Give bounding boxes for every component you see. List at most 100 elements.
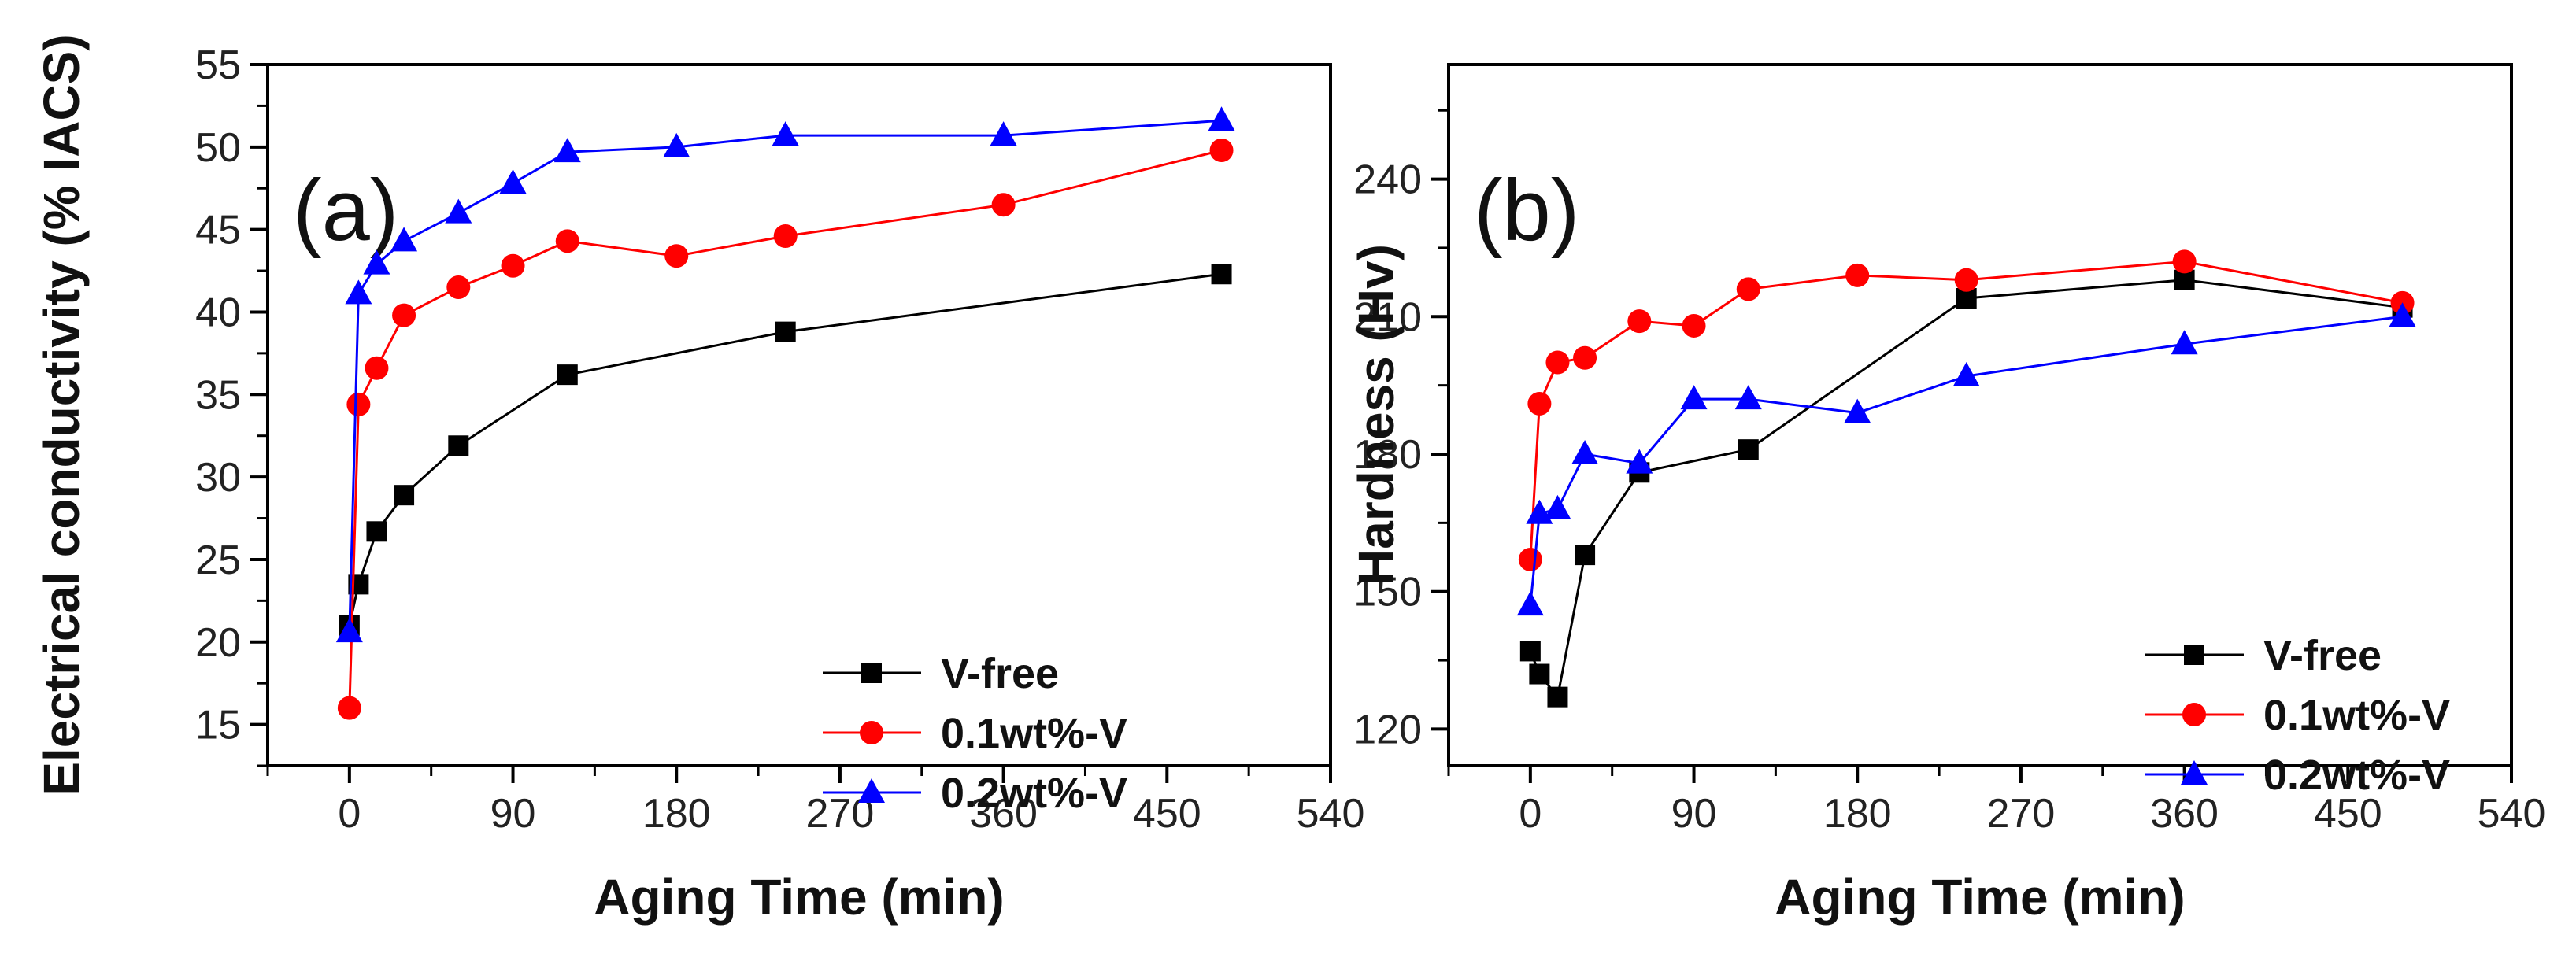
plot-frame-b bbox=[1447, 63, 2513, 767]
legend-marker-a-2 bbox=[858, 778, 885, 803]
y-tick-label-a: 50 bbox=[195, 125, 241, 171]
legend-marker-b-2 bbox=[2181, 760, 2208, 785]
data-point-b-0 bbox=[1575, 545, 1596, 566]
data-point-a-2 bbox=[445, 198, 472, 224]
x-tick-label-a: 0 bbox=[338, 791, 361, 837]
data-point-a-2 bbox=[390, 227, 418, 252]
y-axis-title-b: Hardness (Hv) bbox=[1348, 244, 1405, 586]
data-point-a-1 bbox=[446, 275, 471, 300]
series-b-1 bbox=[1518, 249, 2415, 571]
data-point-b-2 bbox=[1516, 591, 1544, 616]
data-point-b-2 bbox=[2389, 302, 2416, 327]
data-point-a-0 bbox=[394, 485, 415, 506]
data-point-a-0 bbox=[557, 364, 578, 386]
series-layer-b bbox=[1516, 249, 2416, 708]
y-tick-label-b: 210 bbox=[1353, 294, 1422, 340]
data-point-a-2 bbox=[363, 249, 390, 275]
data-point-b-2 bbox=[1571, 440, 1599, 464]
y-tick-label-b: 180 bbox=[1353, 432, 1422, 478]
x-tick-label-b: 360 bbox=[2150, 791, 2219, 837]
y-tick-label-a: 55 bbox=[195, 42, 241, 88]
data-point-a-1 bbox=[555, 229, 579, 253]
series-a-0 bbox=[339, 264, 1232, 636]
data-point-b-2 bbox=[1734, 385, 1762, 410]
legend-label-a-0: V-free bbox=[941, 650, 1059, 697]
x-tick-label-b: 540 bbox=[2478, 791, 2546, 837]
data-point-a-1 bbox=[773, 224, 798, 249]
y-tick-label-a: 30 bbox=[195, 455, 241, 501]
x-tick-label-a: 360 bbox=[969, 791, 1038, 837]
legend-label-b-0: V-free bbox=[2263, 632, 2382, 679]
data-point-a-0 bbox=[775, 321, 796, 342]
data-point-a-1 bbox=[337, 696, 361, 720]
data-point-b-1 bbox=[2172, 249, 2197, 274]
legend-label-b-2: 0.2wt%-V bbox=[2263, 752, 2450, 799]
panel-label-b: (b) bbox=[1474, 162, 1579, 259]
legend-a: V-free 0.1wt%-V 0.2wt%-V bbox=[823, 650, 1127, 817]
panel-a-conductivity: (a) 0 90 180 270 360 450 540152025303540455055… bbox=[33, 34, 1364, 926]
legend-label-a-1: 0.1wt%-V bbox=[941, 710, 1127, 757]
data-point-a-1 bbox=[365, 356, 389, 380]
x-tick-label-b: 180 bbox=[1823, 791, 1892, 837]
data-point-a-2 bbox=[499, 168, 527, 194]
series-b-2 bbox=[1516, 302, 2416, 616]
data-point-a-2 bbox=[1208, 106, 1235, 131]
x-tick-label-a: 180 bbox=[642, 791, 711, 837]
data-point-b-2 bbox=[1626, 449, 1653, 474]
data-point-b-2 bbox=[1680, 385, 1708, 410]
legend-marker-a-0 bbox=[861, 663, 882, 683]
data-point-b-1 bbox=[1527, 391, 1552, 416]
y-tick-label-a: 20 bbox=[195, 620, 241, 666]
data-point-a-2 bbox=[663, 132, 690, 157]
legend-label-a-2: 0.2wt%-V bbox=[941, 770, 1127, 817]
y-tick-label-b: 240 bbox=[1353, 157, 1422, 203]
data-point-b-1 bbox=[1627, 309, 1652, 334]
data-point-a-1 bbox=[501, 253, 525, 278]
series-a-2 bbox=[335, 106, 1235, 643]
data-point-a-0 bbox=[448, 435, 469, 456]
data-point-b-1 bbox=[1845, 263, 1870, 287]
data-point-b-0 bbox=[1519, 641, 1541, 662]
y-tick-label-b: 120 bbox=[1353, 707, 1422, 752]
y-axis-title-a: Electrical conductivity (% IACS) bbox=[33, 34, 90, 795]
y-tick-label-b: 150 bbox=[1353, 570, 1422, 615]
legend-b: V-free 0.1wt%-V 0.2wt%-V bbox=[2145, 632, 2450, 799]
legend-marker-b-1 bbox=[2182, 703, 2206, 726]
data-point-b-0 bbox=[1547, 686, 1568, 708]
series-line-a-2 bbox=[348, 119, 1222, 633]
data-point-b-2 bbox=[2171, 330, 2198, 355]
series-line-b-2 bbox=[1529, 315, 2403, 606]
y-tick-label-a: 25 bbox=[195, 538, 241, 583]
data-point-a-2 bbox=[553, 138, 581, 163]
data-point-a-2 bbox=[345, 279, 372, 305]
x-tick-label-b: 450 bbox=[2314, 791, 2382, 837]
data-point-b-2 bbox=[1844, 398, 1871, 423]
data-point-a-1 bbox=[991, 193, 1016, 217]
data-point-a-0 bbox=[366, 521, 387, 542]
panel-b-hardness: (b) 0 90 180 270 360 450 540 120 150 180 210 240 Ag… bbox=[1348, 63, 2546, 926]
legend-label-b-1: 0.1wt%-V bbox=[2263, 692, 2450, 739]
plot-frame-a bbox=[266, 63, 1332, 767]
axis-ticks-b: 0 90 180 270 360 450 540 120 150 180 210 240 bbox=[1353, 109, 2546, 837]
x-tick-label-b: 270 bbox=[1987, 791, 2056, 837]
data-point-a-2 bbox=[772, 121, 799, 146]
x-axis-title-b: Aging Time (min) bbox=[1775, 869, 2185, 926]
data-point-a-1 bbox=[346, 392, 371, 416]
data-point-a-0 bbox=[1211, 264, 1232, 285]
x-tick-label-a: 90 bbox=[490, 791, 536, 837]
data-point-b-1 bbox=[1682, 313, 1706, 338]
y-tick-label-a: 45 bbox=[195, 208, 241, 253]
series-layer-a bbox=[335, 106, 1235, 720]
data-point-b-2 bbox=[1544, 494, 1571, 519]
x-tick-label-a: 450 bbox=[1133, 791, 1201, 837]
legend-marker-b-0 bbox=[2184, 645, 2204, 665]
data-point-b-1 bbox=[1518, 547, 1542, 571]
data-point-b-1 bbox=[1736, 277, 1760, 301]
data-point-b-2 bbox=[1952, 362, 1980, 386]
data-point-a-1 bbox=[392, 303, 416, 327]
x-tick-label-a: 540 bbox=[1297, 791, 1365, 837]
y-tick-label-a: 15 bbox=[195, 703, 241, 748]
data-point-b-0 bbox=[1738, 439, 1759, 460]
